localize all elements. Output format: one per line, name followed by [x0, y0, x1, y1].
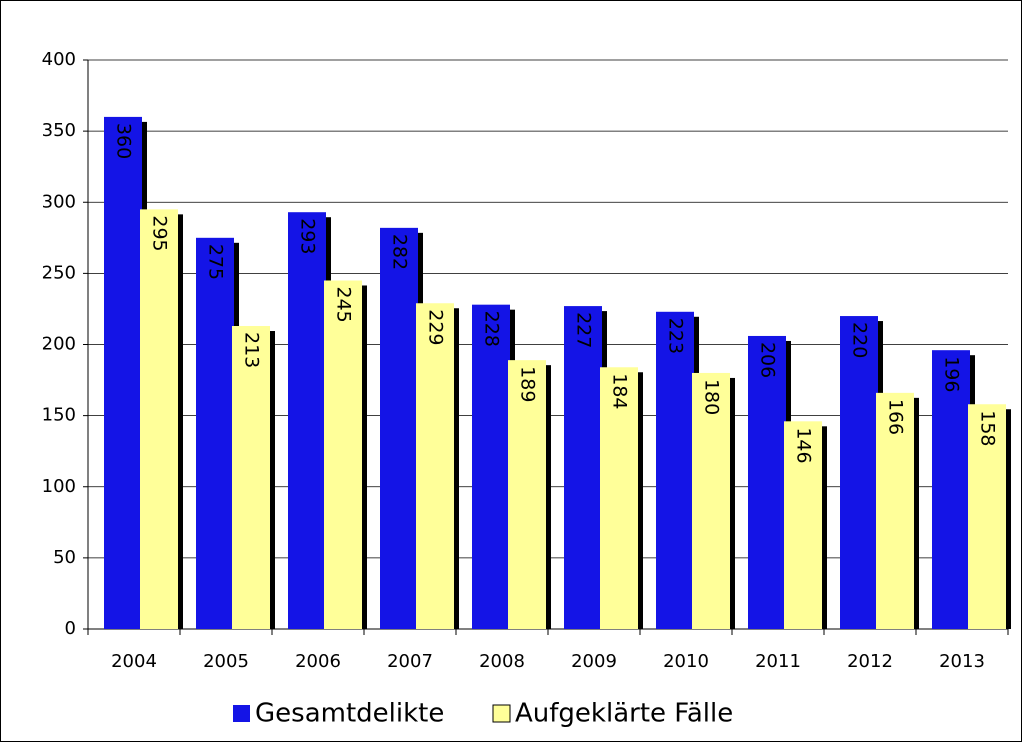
legend-label: Gesamtdelikte: [255, 699, 444, 729]
y-tick-label: 250: [42, 262, 76, 283]
bar: [416, 303, 454, 629]
value-label: 206: [757, 342, 779, 378]
value-label: 282: [389, 234, 411, 270]
x-tick-label: 2004: [111, 651, 157, 672]
bar: [656, 311, 694, 629]
x-tick-label: 2013: [939, 651, 985, 672]
bar: [564, 306, 602, 629]
bar: [876, 392, 914, 629]
value-label: 189: [517, 366, 539, 402]
x-tick-label: 2009: [571, 651, 617, 672]
x-tick-label: 2012: [847, 651, 893, 672]
value-label: 295: [149, 215, 171, 251]
x-tick-label: 2008: [479, 651, 525, 672]
value-label: 146: [793, 427, 815, 463]
bar: [508, 360, 546, 629]
legend-swatch: [233, 705, 250, 722]
y-tick-label: 400: [42, 49, 76, 70]
value-label: 227: [573, 312, 595, 348]
bar: [784, 421, 822, 629]
bar: [140, 209, 178, 630]
value-label: 223: [665, 318, 687, 354]
bar: [932, 350, 970, 629]
y-tick-label: 350: [42, 120, 76, 141]
value-label: 360: [113, 123, 135, 159]
bar: [380, 227, 418, 630]
value-label: 158: [977, 410, 999, 446]
bar: [104, 116, 142, 629]
x-tick-label: 2006: [295, 651, 341, 672]
x-tick-label: 2005: [203, 651, 249, 672]
value-label: 228: [481, 311, 503, 347]
y-tick-label: 200: [42, 334, 76, 355]
bar: [196, 237, 234, 629]
x-tick-label: 2007: [387, 651, 433, 672]
bar: [324, 280, 362, 629]
x-tick-label: 2010: [663, 651, 709, 672]
value-label: 166: [885, 399, 907, 435]
value-label: 180: [701, 379, 723, 415]
bar: [232, 326, 270, 629]
y-tick-label: 0: [65, 618, 76, 639]
value-label: 220: [849, 322, 871, 358]
value-label: 184: [609, 373, 631, 409]
bar: [288, 212, 326, 629]
bar: [748, 335, 786, 629]
y-tick-label: 100: [42, 476, 76, 497]
bar: [840, 316, 878, 629]
value-label: 196: [941, 356, 963, 392]
bar: [600, 367, 638, 629]
value-label: 275: [205, 244, 227, 280]
bar: [472, 304, 510, 629]
bar: [968, 404, 1006, 629]
value-label: 213: [241, 332, 263, 368]
value-label: 245: [333, 286, 355, 322]
bar: [692, 372, 730, 629]
y-tick-label: 50: [53, 547, 76, 568]
legend-label: Aufgeklärte Fälle: [515, 699, 733, 729]
x-tick-label: 2011: [755, 651, 801, 672]
y-tick-label: 150: [42, 405, 76, 426]
y-tick-label: 300: [42, 191, 76, 212]
legend-swatch: [492, 704, 511, 723]
value-label: 229: [425, 309, 447, 345]
value-label: 293: [297, 218, 319, 254]
